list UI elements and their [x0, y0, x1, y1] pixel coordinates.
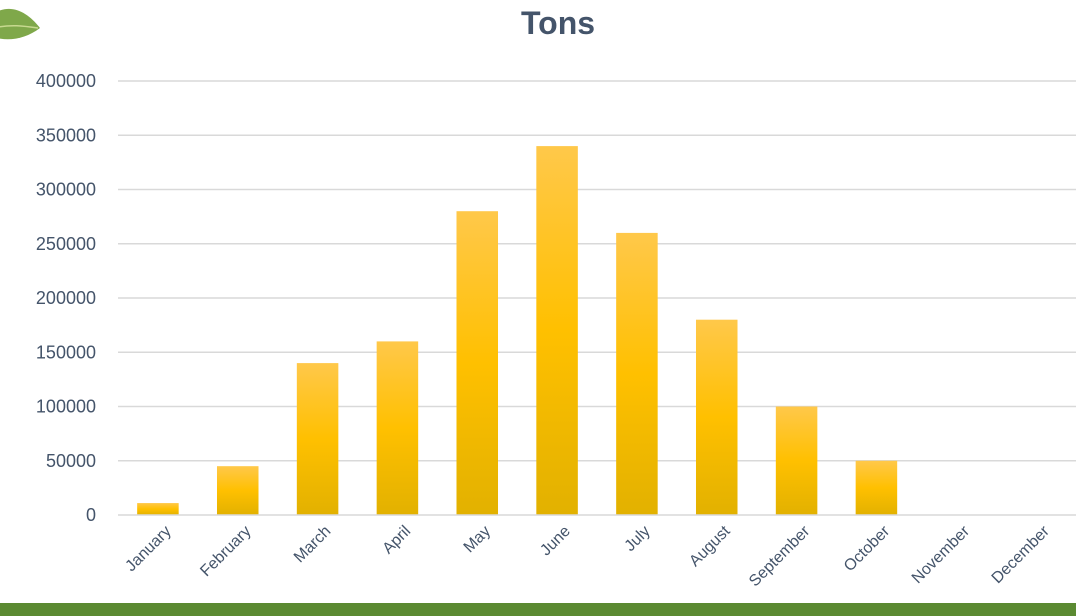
bar-march — [296, 363, 339, 515]
y-tick-label: 0 — [86, 505, 96, 525]
x-tick-label: August — [686, 522, 734, 570]
y-tick-label: 50000 — [46, 451, 96, 471]
leaf-icon — [0, 8, 40, 40]
x-tick-label: July — [622, 523, 654, 555]
x-tick-label: November — [909, 522, 974, 587]
bar-september — [775, 406, 818, 515]
y-tick-label: 100000 — [36, 397, 96, 417]
bar-may — [456, 211, 499, 515]
bar-june — [536, 146, 578, 515]
x-tick-label: March — [291, 523, 334, 566]
x-tick-label: January — [122, 523, 174, 575]
gridlines — [118, 80, 1076, 462]
y-tick-label: 300000 — [36, 180, 96, 200]
y-axis-ticks: 0 50000 100000 150000 200000 250000 300000 3500… — [36, 71, 96, 525]
y-tick-label: 400000 — [36, 71, 96, 91]
bar-february — [216, 466, 259, 515]
y-tick-label: 200000 — [36, 288, 96, 308]
x-tick-label: September — [746, 522, 814, 590]
bar-january — [137, 503, 179, 515]
x-tick-label: December — [989, 522, 1054, 587]
bar-october — [855, 460, 898, 515]
y-tick-label: 350000 — [36, 125, 96, 145]
y-tick-label: 150000 — [36, 342, 96, 362]
x-tick-label: April — [380, 523, 415, 558]
bottom-band — [0, 603, 1076, 616]
bar-april — [376, 341, 419, 515]
x-axis-ticks: January February March April May June July Augu… — [122, 522, 1053, 590]
bar-july — [616, 232, 658, 515]
chart-title: Tons — [521, 5, 595, 41]
bar-august — [695, 319, 738, 515]
x-tick-label: February — [197, 523, 254, 580]
y-tick-label: 250000 — [36, 234, 96, 254]
x-tick-label: May — [461, 523, 494, 556]
x-tick-label: October — [841, 522, 894, 575]
bars — [137, 146, 898, 515]
x-tick-label: June — [537, 523, 574, 560]
